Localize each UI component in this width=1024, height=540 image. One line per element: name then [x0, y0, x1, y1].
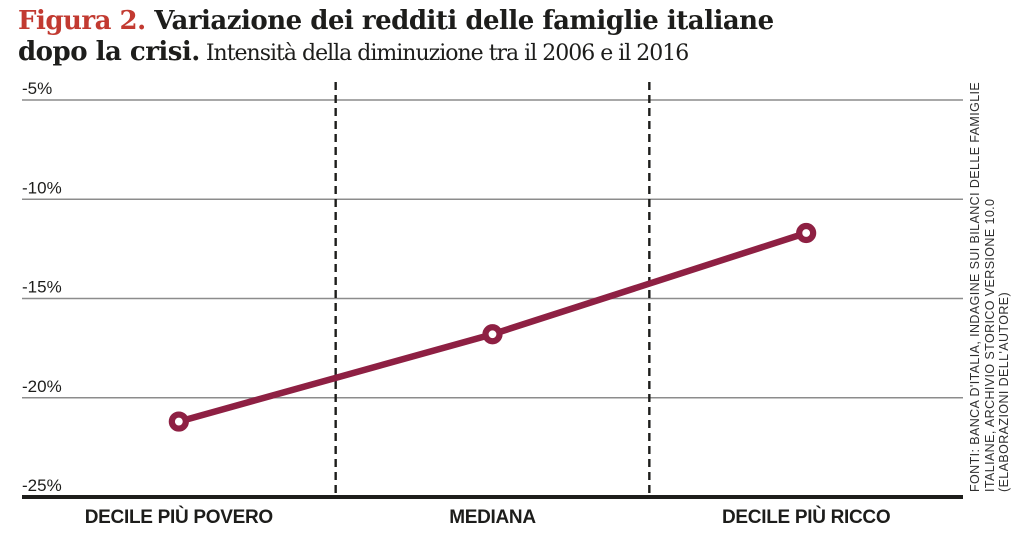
- data-point-marker: [482, 324, 503, 345]
- figure-number-label: Figura 2.: [18, 6, 146, 36]
- figure-subtitle: Intensità della diminuzione tra il 2006 …: [199, 41, 689, 66]
- x-category-label: DECILE PIÙ POVERO: [85, 506, 273, 528]
- source-note-line: (ELABORAZIONI DELL'AUTORE): [997, 291, 1011, 492]
- y-tick-label: -5%: [22, 79, 52, 98]
- source-note-line: FONTI: BANCA D'ITALIA, INDAGINE SUI BILA…: [968, 81, 982, 492]
- data-point-marker: [796, 222, 817, 244]
- source-note-line: ITALIANE, ARCHIVIO STORICO VERSIONE 10.0: [982, 198, 997, 492]
- y-tick-label: -10%: [22, 178, 62, 197]
- figure-title-bold-2: dopo la crisi.: [18, 37, 200, 67]
- figure-title-line1: Figura 2. Variazione dei redditi delle f…: [18, 6, 958, 37]
- figure-title-bold: Variazione dei redditi delle famiglie it…: [145, 6, 774, 36]
- x-category-label: MEDIANA: [449, 507, 536, 528]
- data-point-marker: [168, 411, 189, 432]
- figure-title-line2: dopo la crisi. Intensità della diminuzio…: [18, 37, 958, 69]
- figure-header: Figura 2. Variazione dei redditi delle f…: [18, 6, 958, 69]
- y-tick-label: -15%: [22, 278, 62, 297]
- x-category-label: DECILE PIÙ RICCO: [722, 506, 890, 528]
- y-tick-label: -25%: [22, 476, 62, 495]
- source-note: FONTI: BANCA D'ITALIA, INDAGINE SUI BILA…: [968, 24, 1014, 492]
- y-tick-label: -20%: [22, 377, 62, 396]
